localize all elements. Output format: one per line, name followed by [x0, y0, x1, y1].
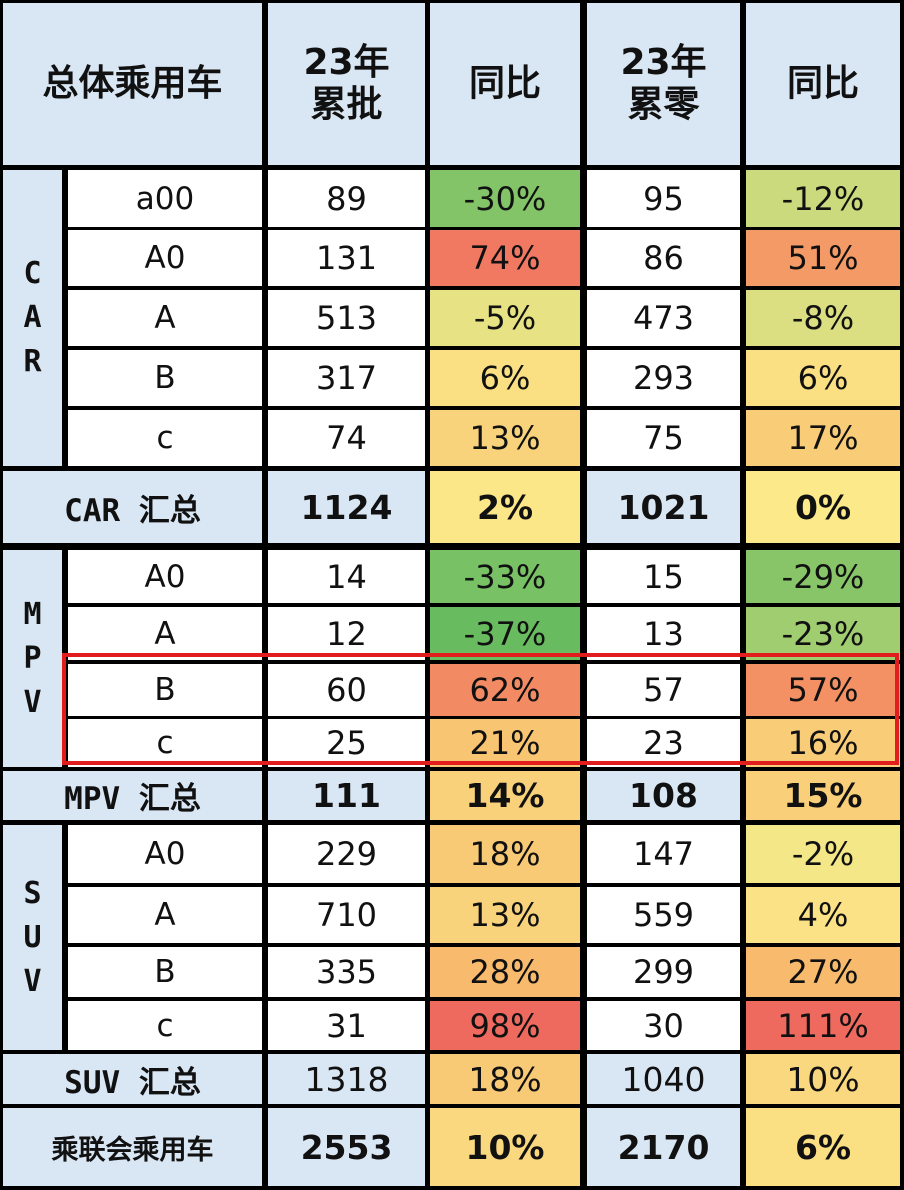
retail-yoy: 27% [746, 947, 900, 997]
wholesale-yoy: 98% [430, 1001, 580, 1050]
wholesale-yoy: 62% [430, 664, 580, 716]
retail-value: 299 [587, 947, 740, 997]
summary-wholesale-yoy: 18% [430, 1054, 580, 1104]
wholesale-value: 14 [268, 550, 425, 603]
wholesale-yoy: 6% [430, 350, 580, 406]
summary-retail: 108 [587, 771, 740, 820]
segment-label: A [68, 290, 262, 346]
retail-value: 57 [587, 664, 740, 716]
wholesale-value: 31 [268, 1001, 425, 1050]
wholesale-value: 131 [268, 230, 425, 286]
wholesale-yoy: -37% [430, 607, 580, 660]
retail-value: 30 [587, 1001, 740, 1050]
summary-wholesale-yoy: 14% [430, 771, 580, 820]
retail-yoy: -23% [746, 607, 900, 660]
segment-label: c [68, 1001, 262, 1050]
retail-value: 15 [587, 550, 740, 603]
segment-label: B [68, 664, 262, 716]
retail-yoy: 4% [746, 887, 900, 943]
segment-label: A [68, 887, 262, 943]
wholesale-yoy: 21% [430, 719, 580, 767]
segment-label: A0 [68, 825, 262, 883]
header-wholesale-yoy: 同比 [430, 3, 580, 165]
wholesale-value: 513 [268, 290, 425, 346]
segment-label: B [68, 350, 262, 406]
summary-retail-yoy: 15% [746, 771, 900, 820]
retail-yoy: 17% [746, 410, 900, 466]
wholesale-value: 710 [268, 887, 425, 943]
summary-retail-yoy: 10% [746, 1054, 900, 1104]
summary-wholesale: 1124 [268, 471, 425, 543]
retail-value: 559 [587, 887, 740, 943]
retail-yoy: 6% [746, 350, 900, 406]
total-wholesale: 2553 [268, 1108, 425, 1186]
wholesale-value: 317 [268, 350, 425, 406]
summary-retail: 1040 [587, 1054, 740, 1104]
wholesale-value: 74 [268, 410, 425, 466]
retail-value: 95 [587, 170, 740, 227]
segment-label: c [68, 719, 262, 767]
retail-yoy: 111% [746, 1001, 900, 1050]
retail-yoy: -2% [746, 825, 900, 883]
segment-label: A0 [68, 230, 262, 286]
retail-yoy: -8% [746, 290, 900, 346]
wholesale-yoy: 13% [430, 887, 580, 943]
total-wholesale-yoy: 10% [430, 1108, 580, 1186]
retail-value: 23 [587, 719, 740, 767]
wholesale-yoy: 74% [430, 230, 580, 286]
wholesale-yoy: 18% [430, 825, 580, 883]
summary-wholesale: 1318 [268, 1054, 425, 1104]
wholesale-value: 12 [268, 607, 425, 660]
wholesale-value: 25 [268, 719, 425, 767]
wholesale-value: 229 [268, 825, 425, 883]
retail-yoy: -12% [746, 170, 900, 227]
retail-value: 13 [587, 607, 740, 660]
wholesale-yoy: -5% [430, 290, 580, 346]
summary-label: CAR 汇总 [3, 471, 262, 543]
retail-yoy: 16% [746, 719, 900, 767]
retail-value: 86 [587, 230, 740, 286]
total-retail: 2170 [587, 1108, 740, 1186]
header-wholesale: 23年 累批 [268, 3, 425, 165]
segment-label: A [68, 607, 262, 660]
retail-value: 473 [587, 290, 740, 346]
segment-label: B [68, 947, 262, 997]
wholesale-yoy: 28% [430, 947, 580, 997]
wholesale-yoy: -30% [430, 170, 580, 227]
retail-yoy: -29% [746, 550, 900, 603]
summary-label: MPV 汇总 [3, 771, 262, 820]
wholesale-value: 335 [268, 947, 425, 997]
summary-retail: 1021 [587, 471, 740, 543]
header-corner: 总体乘用车 [3, 3, 262, 165]
wholesale-value: 60 [268, 664, 425, 716]
retail-value: 293 [587, 350, 740, 406]
wholesale-yoy: -33% [430, 550, 580, 603]
retail-yoy: 57% [746, 664, 900, 716]
segment-label: c [68, 410, 262, 466]
segment-label: a00 [68, 170, 262, 227]
wholesale-value: 89 [268, 170, 425, 227]
header-retail: 23年 累零 [587, 3, 740, 165]
total-retail-yoy: 6% [746, 1108, 900, 1186]
header-retail-yoy: 同比 [746, 3, 900, 165]
summary-wholesale-yoy: 2% [430, 471, 580, 543]
retail-value: 75 [587, 410, 740, 466]
segment-label: A0 [68, 550, 262, 603]
total-label: 乘联会乘用车 [3, 1108, 262, 1186]
retail-yoy: 51% [746, 230, 900, 286]
wholesale-yoy: 13% [430, 410, 580, 466]
summary-label: SUV 汇总 [3, 1054, 262, 1104]
retail-value: 147 [587, 825, 740, 883]
summary-wholesale: 111 [268, 771, 425, 820]
summary-retail-yoy: 0% [746, 471, 900, 543]
